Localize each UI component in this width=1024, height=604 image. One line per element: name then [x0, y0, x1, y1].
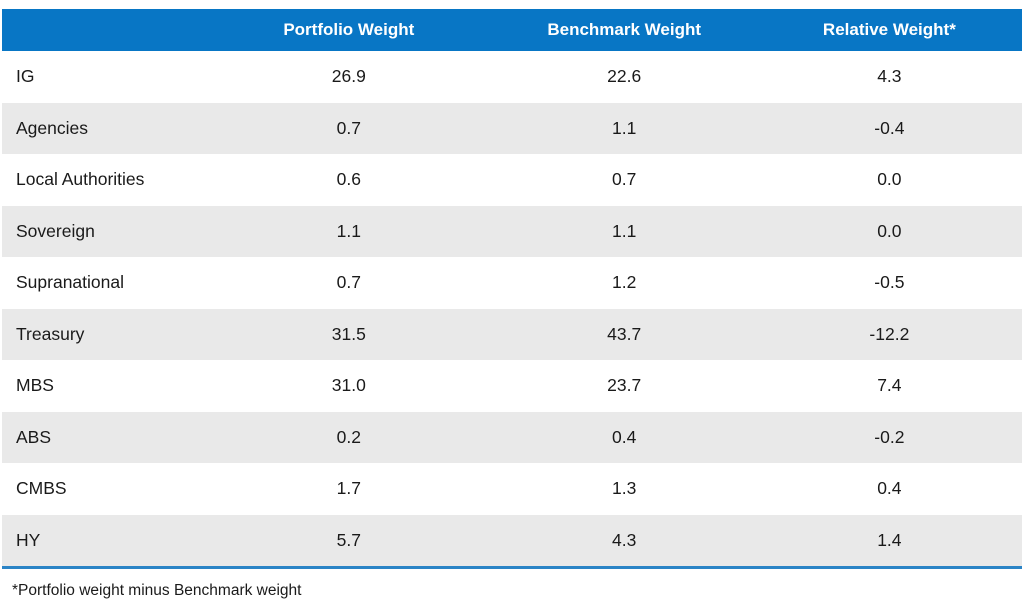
table-row: Treasury 31.5 43.7 -12.2 [2, 308, 1022, 360]
cell-portfolio-weight: 26.9 [331, 66, 366, 87]
cell-relative-weight: -0.5 [874, 272, 905, 293]
row-label: CMBS [16, 478, 67, 499]
cell-portfolio-weight: 0.2 [336, 426, 361, 447]
table-row: HY 5.7 4.3 1.4 [2, 514, 1022, 566]
cell-portfolio-weight: 0.7 [336, 117, 361, 138]
row-label: Local Authorities [16, 169, 145, 190]
row-label: Sovereign [16, 220, 95, 241]
header-relative-weight: Relative Weight* [822, 20, 956, 39]
cell-relative-weight: 0.0 [877, 169, 902, 190]
cell-portfolio-weight: 31.5 [331, 323, 366, 344]
cell-relative-weight: 0.0 [877, 220, 902, 241]
table-row: Supranational 0.7 1.2 -0.5 [2, 257, 1022, 309]
row-label: IG [16, 66, 35, 87]
table-row: ABS 0.2 0.4 -0.2 [2, 411, 1022, 463]
cell-relative-weight: 1.4 [877, 529, 902, 550]
table-row: Sovereign 1.1 1.1 0.0 [2, 205, 1022, 257]
row-label: ABS [16, 426, 52, 447]
footnote: *Portfolio weight minus Benchmark weight [12, 582, 302, 599]
cell-benchmark-weight: 22.6 [607, 66, 642, 87]
cell-benchmark-weight: 1.1 [612, 220, 637, 241]
row-label: Treasury [16, 323, 85, 344]
header-benchmark-weight: Benchmark Weight [547, 20, 702, 39]
cell-benchmark-weight: 0.7 [612, 169, 637, 190]
cell-relative-weight: 0.4 [877, 478, 902, 499]
cell-portfolio-weight: 1.1 [336, 220, 361, 241]
cell-benchmark-weight: 1.2 [612, 272, 637, 293]
row-label: Supranational [16, 272, 124, 293]
table-bottom-rule [2, 566, 1022, 569]
cell-portfolio-weight: 5.7 [336, 529, 361, 550]
cell-benchmark-weight: 43.7 [607, 323, 642, 344]
row-label: Agencies [16, 117, 88, 138]
table-row: MBS 31.0 23.7 7.4 [2, 360, 1022, 412]
cell-portfolio-weight: 1.7 [336, 478, 361, 499]
table-header-row: Portfolio Weight Benchmark Weight Relati… [2, 9, 1022, 51]
cell-relative-weight: 4.3 [877, 66, 902, 87]
cell-relative-weight: -12.2 [869, 323, 910, 344]
sector-weights-table: Portfolio Weight Benchmark Weight Relati… [2, 9, 1022, 569]
table-row: IG 26.9 22.6 4.3 [2, 51, 1022, 103]
row-label: MBS [16, 375, 54, 396]
cell-benchmark-weight: 4.3 [612, 529, 637, 550]
cell-portfolio-weight: 0.6 [336, 169, 361, 190]
row-label: HY [16, 529, 41, 550]
cell-benchmark-weight: 1.3 [612, 478, 637, 499]
cell-relative-weight: -0.2 [874, 426, 905, 447]
cell-benchmark-weight: 23.7 [607, 375, 642, 396]
cell-relative-weight: -0.4 [874, 117, 905, 138]
cell-benchmark-weight: 0.4 [612, 426, 637, 447]
table-row: Agencies 0.7 1.1 -0.4 [2, 102, 1022, 154]
cell-portfolio-weight: 0.7 [336, 272, 361, 293]
cell-relative-weight: 7.4 [877, 375, 902, 396]
table-row: Local Authorities 0.6 0.7 0.0 [2, 154, 1022, 206]
cell-portfolio-weight: 31.0 [331, 375, 366, 396]
header-portfolio-weight: Portfolio Weight [283, 20, 415, 39]
cell-benchmark-weight: 1.1 [612, 117, 637, 138]
table-row: CMBS 1.7 1.3 0.4 [2, 463, 1022, 515]
